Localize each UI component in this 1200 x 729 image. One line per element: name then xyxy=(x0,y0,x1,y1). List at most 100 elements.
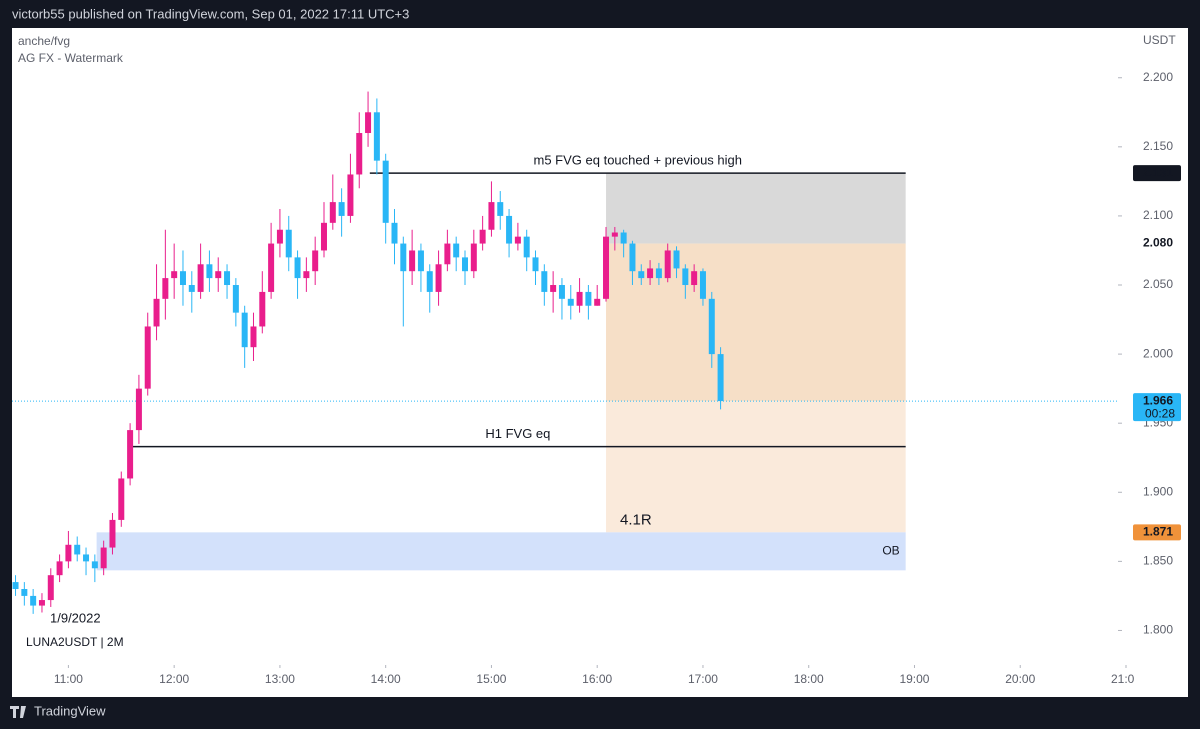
candle-body xyxy=(629,243,636,272)
candle-body xyxy=(585,291,592,306)
zone-box xyxy=(606,243,906,402)
y-tick-label: 1.900 xyxy=(1143,484,1173,498)
candle-body xyxy=(21,589,28,596)
price-label: 1.871 xyxy=(1143,525,1173,539)
candle-body xyxy=(109,519,116,548)
risk-label: 4.1R xyxy=(620,511,652,528)
candle-body xyxy=(179,271,186,286)
x-tick-label: 15:00 xyxy=(476,672,506,686)
chart-panel xyxy=(12,28,1188,697)
candle-body xyxy=(435,264,442,292)
candle-body xyxy=(162,278,169,299)
candle-body xyxy=(65,544,72,562)
price-axis: 1.8001.8501.9001.9502.0002.0502.1002.150… xyxy=(1118,70,1181,637)
candle-body xyxy=(365,112,372,134)
y-tick-label: 2.200 xyxy=(1143,70,1173,84)
level-label: H1 FVG eq xyxy=(485,426,550,441)
price-label: 2.080 xyxy=(1143,236,1173,250)
candle-body xyxy=(382,160,389,223)
candle-body xyxy=(409,250,416,272)
x-tick-label: 19:00 xyxy=(899,672,929,686)
candle-body xyxy=(594,298,601,306)
x-tick-label: 18:00 xyxy=(794,672,824,686)
price-label-bg xyxy=(1133,393,1181,422)
candle-body xyxy=(655,268,662,279)
candle-body xyxy=(444,243,451,265)
candle-body xyxy=(294,257,301,279)
candle-body xyxy=(30,595,37,606)
candle-body xyxy=(47,575,54,601)
candle-body xyxy=(188,285,195,292)
candle-body xyxy=(453,243,460,258)
y-tick-label: 2.050 xyxy=(1143,277,1173,291)
price-label-bg xyxy=(1133,524,1181,541)
candle-body xyxy=(320,222,327,251)
candle-body xyxy=(400,243,407,272)
candle-body xyxy=(347,174,354,216)
candle-body xyxy=(373,112,380,161)
footer: TradingView xyxy=(34,703,106,718)
candle-body xyxy=(576,291,583,306)
time-axis: 11:00 12:00 13:00 14:00 15:00 16:00 17:00 18:00… xyxy=(54,665,1134,686)
candle-body xyxy=(312,250,319,272)
candle-body xyxy=(664,250,671,279)
candle-body xyxy=(611,232,618,237)
y-tick-label: 1.850 xyxy=(1143,554,1173,568)
chart-subtitle: AG FX - Watermark xyxy=(18,51,124,65)
candle-body xyxy=(232,285,239,313)
candle-body xyxy=(620,232,627,244)
candle-body xyxy=(470,243,477,272)
price-label-bg xyxy=(1133,165,1181,182)
candle-body xyxy=(215,271,222,279)
candle-body xyxy=(135,388,142,431)
price-label: 2.131 xyxy=(1143,165,1173,179)
candle-body xyxy=(682,268,689,286)
zone-box xyxy=(606,401,906,533)
candle-body xyxy=(153,298,160,327)
y-tick-label: 2.150 xyxy=(1143,139,1173,153)
candle-body xyxy=(91,561,98,569)
candle-body xyxy=(417,250,424,272)
x-tick-label: 17:00 xyxy=(688,672,718,686)
date-label: 1/9/2022 xyxy=(50,610,101,625)
zone-box xyxy=(606,173,906,244)
candle-body xyxy=(83,554,90,562)
candle-body xyxy=(38,600,45,606)
candle-body xyxy=(532,257,539,272)
x-tick-label: 12:00 xyxy=(159,672,189,686)
candle-body xyxy=(276,229,283,244)
candle-body xyxy=(523,236,530,258)
x-tick-label: 14:00 xyxy=(371,672,401,686)
candle-body xyxy=(514,236,521,244)
candle-body xyxy=(567,298,574,306)
zone-box xyxy=(96,532,906,571)
candle-body xyxy=(479,229,486,244)
candle-body xyxy=(338,202,345,216)
logo xyxy=(10,706,26,718)
candle-body xyxy=(691,271,698,286)
price-label-bg xyxy=(1133,235,1181,252)
axis-unit: USDT xyxy=(1143,33,1176,47)
candle-body xyxy=(259,291,266,327)
candle-body xyxy=(100,547,107,569)
candle-body xyxy=(638,271,645,279)
y-tick-label: 2.000 xyxy=(1143,346,1173,360)
x-tick-label: 16:00 xyxy=(582,672,612,686)
symbol: LUNA2USDT | 2M xyxy=(26,635,124,649)
candle-body xyxy=(558,285,565,299)
candle-body xyxy=(171,271,178,279)
zone-label: OB xyxy=(882,544,899,558)
candle-body xyxy=(699,271,706,299)
candle-body xyxy=(603,236,610,299)
candle-body xyxy=(56,561,63,576)
candle-body xyxy=(268,243,275,292)
candle-body xyxy=(391,222,398,244)
candle-body xyxy=(647,268,654,279)
candle-body xyxy=(303,271,310,279)
candle-body xyxy=(717,354,724,402)
candle-body xyxy=(74,544,81,555)
candle-body xyxy=(541,271,548,292)
candle-body xyxy=(356,133,363,175)
